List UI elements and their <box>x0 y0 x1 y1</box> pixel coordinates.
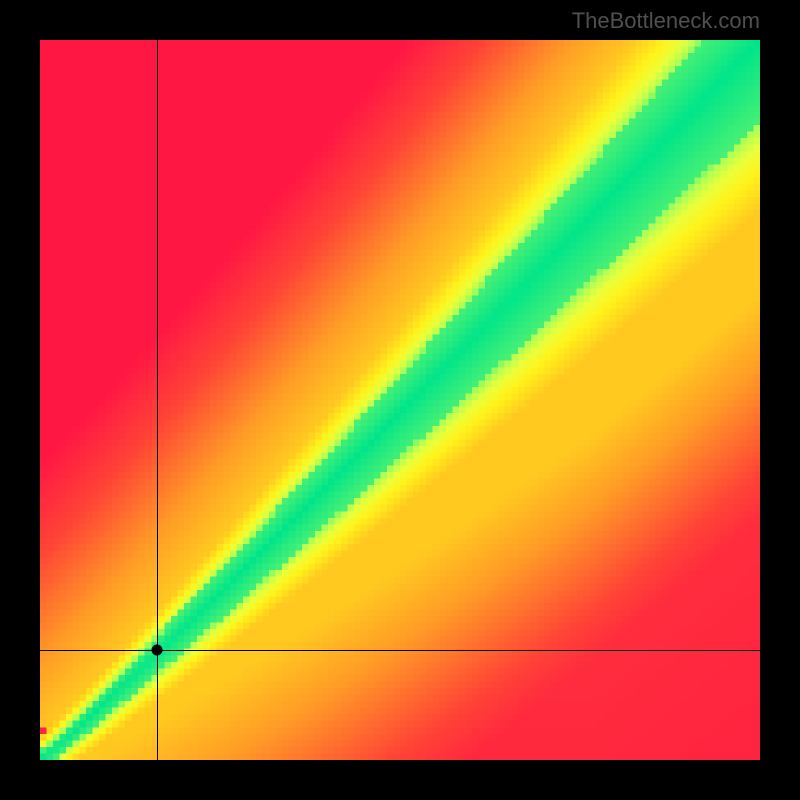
watermark-text: TheBottleneck.com <box>572 8 760 34</box>
crosshair-horizontal <box>40 650 760 651</box>
plot-area <box>40 40 760 760</box>
marker-dot <box>152 644 163 655</box>
heatmap-canvas <box>40 40 760 760</box>
chart-container: TheBottleneck.com <box>0 0 800 800</box>
